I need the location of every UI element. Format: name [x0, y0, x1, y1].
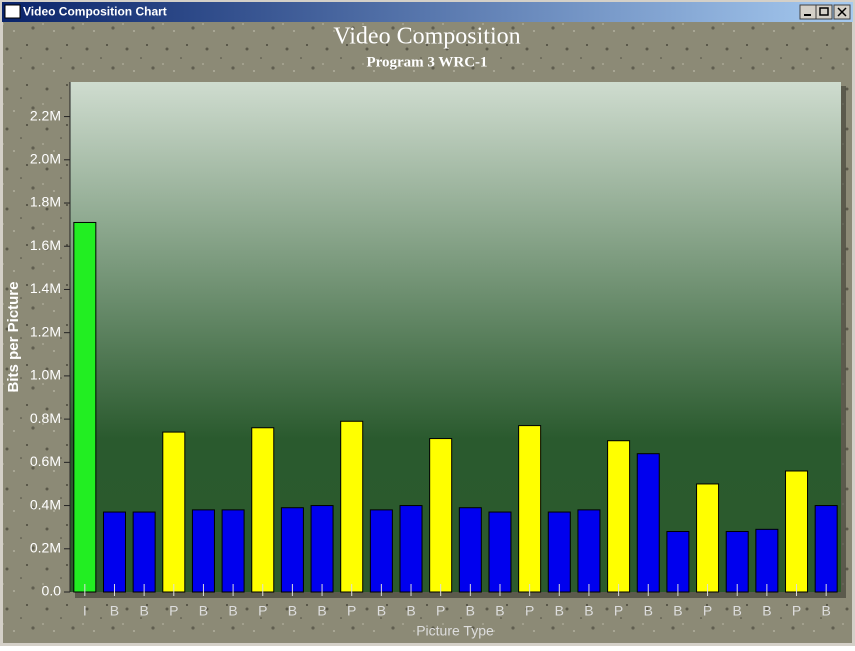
- minimize-button[interactable]: [799, 4, 817, 20]
- bar: [251, 427, 275, 593]
- x-tick-label: B: [584, 603, 593, 619]
- x-tick-label: I: [83, 603, 87, 619]
- bar: [310, 505, 334, 593]
- x-tick-label: P: [258, 603, 267, 619]
- y-tick-label: 1.0M: [30, 367, 61, 383]
- bar: [607, 440, 631, 593]
- x-tick-label: B: [228, 603, 237, 619]
- y-tick-label: 0.4M: [30, 496, 61, 512]
- plot-area: [70, 82, 841, 592]
- bar: [488, 511, 512, 593]
- x-tick-label: P: [169, 603, 178, 619]
- window-title: Video Composition Chart: [23, 5, 167, 19]
- y-tick-label: 1.2M: [30, 323, 61, 339]
- y-tick-label: 0.2M: [30, 539, 61, 555]
- window-buttons[interactable]: [799, 4, 851, 20]
- x-tick-label: B: [139, 603, 148, 619]
- x-tick-label: B: [377, 603, 386, 619]
- y-tick-label: 2.2M: [30, 107, 61, 123]
- x-tick-label: P: [436, 603, 445, 619]
- y-tick-label: 1.4M: [30, 280, 61, 296]
- x-tick-label: P: [703, 603, 712, 619]
- bar: [458, 507, 482, 593]
- x-axis-title: Picture Type: [416, 623, 494, 639]
- x-tick-label: B: [822, 603, 831, 619]
- bar: [162, 431, 186, 593]
- x-tick-label: B: [673, 603, 682, 619]
- x-tick-label: B: [199, 603, 208, 619]
- bar: [518, 425, 542, 593]
- x-tick-label: P: [792, 603, 801, 619]
- x-tick-label: B: [762, 603, 771, 619]
- y-tick-label: 0.8M: [30, 410, 61, 426]
- chart-title: Video Composition: [333, 24, 520, 50]
- x-tick-label: B: [110, 603, 119, 619]
- y-tick-label: 2.0M: [30, 150, 61, 166]
- y-tick-label: 1.6M: [30, 237, 61, 253]
- bar: [340, 420, 364, 593]
- y-tick-label: 0.6M: [30, 453, 61, 469]
- bar: [102, 511, 126, 593]
- bar: [666, 530, 690, 593]
- bar: [696, 483, 720, 593]
- bar: [399, 505, 423, 593]
- bar: [280, 507, 304, 593]
- x-tick-label: B: [288, 603, 297, 619]
- x-tick-label: B: [317, 603, 326, 619]
- bar: [785, 470, 809, 593]
- x-tick-label: P: [347, 603, 356, 619]
- x-tick-label: B: [466, 603, 475, 619]
- maximize-button[interactable]: [815, 4, 833, 20]
- bar: [132, 511, 156, 593]
- x-tick-label: B: [495, 603, 504, 619]
- x-tick-label: P: [525, 603, 534, 619]
- x-tick-label: B: [733, 603, 742, 619]
- bar: [191, 509, 215, 593]
- x-tick-label: B: [555, 603, 564, 619]
- chart-subtitle: Program 3 WRC-1: [366, 54, 487, 70]
- bar: [73, 221, 97, 593]
- bar: [429, 438, 453, 593]
- x-tick-label: B: [406, 603, 415, 619]
- x-tick-label: B: [644, 603, 653, 619]
- x-tick-label: P: [614, 603, 623, 619]
- bar: [814, 505, 838, 593]
- bar: [636, 453, 660, 593]
- y-axis-title: Bits per Picture: [5, 282, 22, 393]
- bar: [755, 528, 779, 593]
- app-icon: [4, 4, 21, 19]
- bar: [547, 511, 571, 593]
- y-tick-label: 0.0: [42, 583, 62, 599]
- y-tick-label: 1.8M: [30, 194, 61, 210]
- bar: [221, 509, 245, 593]
- bar: [369, 509, 393, 593]
- bar: [577, 509, 601, 593]
- bar: [725, 530, 749, 593]
- title-bar: [2, 2, 853, 22]
